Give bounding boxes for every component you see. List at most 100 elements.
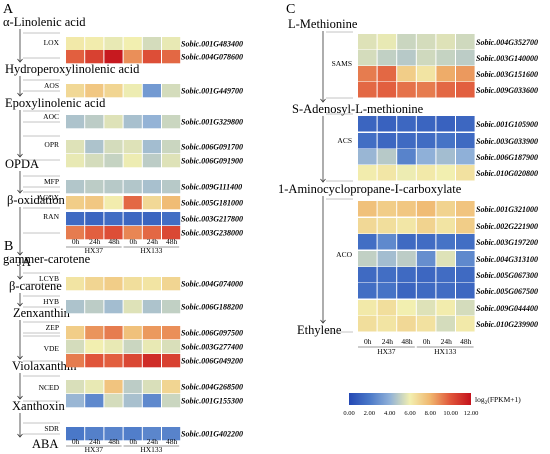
heatmap-cell <box>85 84 104 98</box>
heatmap-cell <box>85 140 104 154</box>
heatmap-cell <box>162 380 181 394</box>
enzyme-bracket <box>23 110 60 123</box>
gene-id: Sobic.003G140000 <box>476 54 538 63</box>
gene-id: Sobic.005G181000 <box>181 199 243 208</box>
gene-id: Sobic.005G067300 <box>476 271 538 280</box>
heatmap-cell <box>142 277 161 291</box>
heatmap-cell <box>123 380 142 394</box>
heatmap-cell <box>416 201 436 217</box>
group-label: HX133 <box>140 246 162 255</box>
enzyme-bracket <box>23 135 60 161</box>
heatmap-cell <box>456 34 475 50</box>
enzyme-bracket <box>23 375 60 402</box>
heatmap-cell <box>358 82 377 98</box>
enzyme-bracket <box>23 321 60 334</box>
heatmap-cell <box>142 212 161 226</box>
heatmap-cell <box>377 218 397 234</box>
heatmap-cell <box>142 394 161 408</box>
heatmap-cell <box>377 149 397 165</box>
timepoint-label: 0h <box>72 437 80 446</box>
arrow-head <box>320 178 326 183</box>
group-label: HX37 <box>377 347 396 356</box>
heatmap-cell <box>397 149 416 165</box>
gene-id: Sobic.004G352700 <box>476 38 538 47</box>
heatmap-cell <box>377 50 397 66</box>
heatmap-cell <box>456 66 475 82</box>
heatmap-cell <box>162 354 181 368</box>
heatmap-cell <box>162 277 181 291</box>
enzyme-label: AOS <box>44 81 59 90</box>
timepoint-label: 48h <box>108 237 120 246</box>
group-label: HX37 <box>85 246 104 255</box>
heatmap-cell <box>123 340 142 354</box>
heatmap-cell <box>436 201 455 217</box>
heatmap-cell <box>123 180 142 194</box>
heatmap-cell <box>66 196 85 210</box>
heatmap-cell <box>123 196 142 210</box>
heatmap-cell <box>436 283 455 299</box>
metabolite-label: JA <box>17 255 31 269</box>
heatmap-cell <box>456 251 475 267</box>
heatmap-cell <box>397 267 416 283</box>
heatmap-cell <box>162 84 181 98</box>
heatmap-cell <box>358 66 377 82</box>
timepoint-label: 0h <box>423 337 431 346</box>
legend-tick-label: 12.00 <box>464 410 479 417</box>
heatmap-cell <box>162 394 181 408</box>
metabolite-label: β-oxidation <box>7 193 65 207</box>
metabolite-label: α-Linolenic acid <box>3 15 86 29</box>
gene-id: Sobic.002G221900 <box>476 222 538 231</box>
heatmap-cell <box>377 133 397 149</box>
heatmap-cell <box>104 394 123 408</box>
heatmap-cell <box>142 50 161 64</box>
heatmap-cell <box>123 115 142 129</box>
heatmap-cell <box>104 37 123 51</box>
metabolite-label: 1-Aminocyclopropane-I-carboxylate <box>278 182 462 196</box>
heatmap-cell <box>104 196 123 210</box>
heatmap-cell <box>416 251 436 267</box>
heatmap-cell <box>142 380 161 394</box>
enzyme-label: HYB <box>43 297 59 306</box>
timepoint-label: 24h <box>89 437 101 446</box>
heatmap-cell <box>104 340 123 354</box>
enzyme-label: ZEP <box>46 323 59 332</box>
heatmap-cell <box>104 277 123 291</box>
heatmap-cell <box>436 50 455 66</box>
heatmap-cell <box>142 140 161 154</box>
enzyme-label: OPR <box>44 140 59 149</box>
enzyme-label: MFP <box>44 177 59 186</box>
heatmap-cell <box>358 218 377 234</box>
legend-tick-label: 4.00 <box>384 410 395 417</box>
heatmap-cell <box>85 380 104 394</box>
heatmap-cell <box>85 37 104 51</box>
heatmap-cell <box>416 149 436 165</box>
heatmap-cell <box>66 37 85 51</box>
heatmap-cell <box>123 277 142 291</box>
enzyme-label: ACO <box>336 250 352 259</box>
legend-tick-label: 6.00 <box>404 410 415 417</box>
heatmap-cell <box>104 354 123 368</box>
heatmap-cell <box>416 165 436 181</box>
gene-id: Sobic.004G268500 <box>181 383 243 392</box>
heatmap-cell <box>377 251 397 267</box>
gene-id: Sobic.001G321000 <box>476 205 538 214</box>
heatmap-cell <box>456 300 475 316</box>
enzyme-label: SDR <box>44 424 59 433</box>
heatmap-cell <box>436 133 455 149</box>
timepoint-label: 24h <box>147 237 159 246</box>
heatmap-cell <box>123 50 142 64</box>
heatmap-cell <box>397 283 416 299</box>
metabolite-label: OPDA <box>5 157 39 171</box>
heatmap-cell <box>456 234 475 250</box>
heatmap-cell <box>456 218 475 234</box>
heatmap-cell <box>436 267 455 283</box>
heatmap-cell <box>66 212 85 226</box>
heatmap-cell <box>104 154 123 168</box>
heatmap-cell <box>162 196 181 210</box>
heatmap-cell <box>123 212 142 226</box>
heatmap-cell <box>358 50 377 66</box>
heatmap-cell <box>104 212 123 226</box>
arrow-head <box>17 275 23 280</box>
heatmap-cell <box>416 218 436 234</box>
